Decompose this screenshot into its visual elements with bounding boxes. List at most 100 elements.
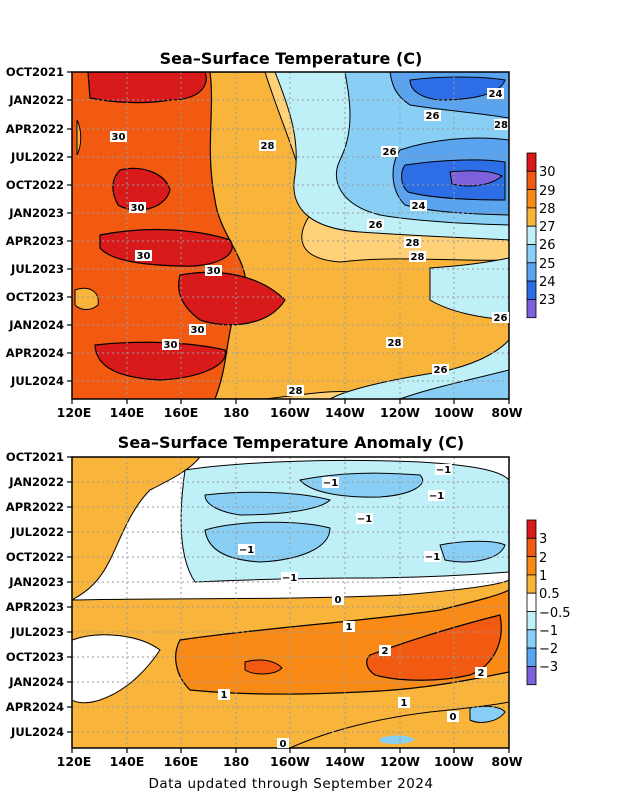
anomaly-colorbar-swatch: [526, 592, 537, 612]
sst-contour-label: 24: [410, 200, 427, 212]
anomaly-x-tick: 180: [223, 754, 249, 769]
anomaly-y-axis: OCT2021 JAN2022 APR2022 JUL2022 OCT2022 …: [6, 450, 72, 739]
anomaly-x-tick: 160W: [270, 754, 310, 769]
sst-contour-label: 26: [367, 219, 384, 231]
sst-colorbar-swatch: [526, 189, 537, 209]
svg-text:−1: −1: [357, 514, 372, 525]
svg-text:1: 1: [221, 690, 228, 701]
anomaly-colorbar-swatch: [526, 574, 537, 594]
sst-region-30d: [178, 271, 286, 326]
sst-contour-label: 28: [386, 337, 403, 349]
sst-x-tick: 120W: [380, 405, 420, 420]
anomaly-colorbar-swatch: [526, 666, 537, 686]
sst-contour-label: 26: [424, 110, 441, 122]
anomaly-contour-label: 2: [379, 645, 391, 657]
anomaly-y-tick: OCT2023: [6, 650, 64, 664]
sst-contour-label: 28: [404, 237, 421, 249]
anomaly-colorbar: [526, 519, 537, 686]
anomaly-contour-label: −1: [424, 551, 441, 563]
anomaly-contour-label: 1: [343, 621, 355, 633]
sst-contour-labels: 30 30 30 30 30 30 28 28 28 28 28 26 26 2…: [110, 88, 509, 397]
anomaly-x-tick: 100W: [434, 754, 474, 769]
sst-contour-label: 30: [135, 250, 152, 262]
sst-title: Sea–Surface Temperature (C): [160, 49, 423, 68]
sst-x-axis: 120E 140E 160E 180 160W 140W 120W 100W 8…: [57, 399, 523, 420]
sst-colorbar-swatch: [526, 262, 537, 282]
anomaly-x-tick: 120E: [57, 754, 92, 769]
svg-text:0: 0: [335, 595, 342, 606]
anomaly-contour-label: 1: [398, 697, 410, 709]
sst-x-tick: 100W: [434, 405, 474, 420]
anomaly-y-tick: OCT2022: [6, 550, 64, 564]
anomaly-region-neutral-west: [72, 634, 161, 704]
svg-text:0: 0: [450, 712, 457, 723]
svg-text:28: 28: [261, 141, 275, 152]
anomaly-colorbar-tick: 3: [539, 532, 547, 547]
sst-colorbar-tick: 28: [539, 202, 556, 217]
svg-text:30: 30: [131, 203, 145, 214]
sst-region-30e: [94, 341, 227, 381]
sst-y-tick: OCT2023: [6, 290, 64, 304]
anomaly-grid: [72, 457, 509, 748]
sst-panel: Sea–Surface Temperature (C): [6, 49, 556, 420]
sst-y-tick: JAN2024: [8, 318, 64, 332]
svg-text:−1: −1: [323, 478, 338, 489]
anomaly-x-tick: 80W: [491, 754, 522, 769]
anomaly-y-tick: JAN2023: [8, 575, 64, 589]
anomaly-y-tick: APR2023: [6, 600, 64, 614]
anomaly-contour-labels: −1 −1 −1 −1 −1 −1 −1 0 1 2 2 1 1 0 0: [218, 464, 487, 750]
sst-contour-label: 30: [129, 202, 146, 214]
sst-colorbar-swatch: [526, 225, 537, 245]
sst-contour-label: 26: [381, 146, 398, 158]
sst-y-tick: JUL2023: [10, 262, 64, 276]
sst-colorbar-tick: 30: [539, 165, 556, 180]
svg-text:−1: −1: [436, 465, 451, 476]
sst-y-tick: JAN2023: [8, 206, 64, 220]
sst-colorbar-tick: 23: [539, 293, 556, 308]
sst-colorbar-tick: 25: [539, 257, 556, 272]
anomaly-colorbar-swatch: [526, 611, 537, 631]
sst-contour-label: 28: [494, 119, 508, 131]
svg-text:1: 1: [401, 698, 408, 709]
sst-y-tick: OCT2022: [6, 178, 64, 192]
anomaly-contour-label: 0: [332, 594, 344, 606]
anomaly-contour-label: −1: [356, 513, 373, 525]
sst-y-tick: APR2023: [6, 234, 64, 248]
svg-text:28: 28: [411, 252, 425, 263]
sst-y-tick: APR2024: [6, 346, 64, 360]
sst-colorbar-tick: 27: [539, 220, 556, 235]
anomaly-x-tick: 160E: [164, 754, 199, 769]
sst-colorbar: [526, 152, 537, 319]
anomaly-x-tick: 140E: [110, 754, 145, 769]
sst-colorbar-swatch: [526, 280, 537, 300]
sst-y-tick: APR2022: [6, 122, 64, 136]
sst-contour-label: 24: [487, 88, 504, 100]
svg-text:28: 28: [388, 338, 402, 349]
sst-x-tick: 120E: [57, 405, 92, 420]
svg-text:30: 30: [207, 266, 221, 277]
anomaly-y-tick: JUL2022: [10, 525, 64, 539]
anomaly-contour-label: 0: [447, 711, 459, 723]
svg-text:−1: −1: [239, 545, 254, 556]
sst-x-tick: 160W: [270, 405, 310, 420]
sst-region-22: [449, 170, 503, 187]
svg-text:24: 24: [412, 201, 426, 212]
sst-field: [72, 72, 509, 399]
anomaly-region-2b: [244, 659, 283, 675]
anomaly-contour-label: −1: [238, 544, 255, 556]
sst-contour-label: 30: [110, 131, 127, 143]
sst-contour-label: 30: [189, 324, 206, 336]
anomaly-panel: Sea–Surface Temperature Anomaly (C): [6, 433, 571, 769]
anomaly-contour-label: 0: [277, 738, 289, 750]
sst-contour-label: 30: [162, 339, 179, 351]
anomaly-y-tick: JAN2022: [8, 475, 64, 489]
anomaly-colorbar-swatch: [526, 519, 537, 539]
footer-note: Data updated through September 2024: [148, 776, 433, 792]
anomaly-contour-label: −1: [428, 490, 445, 502]
svg-text:2: 2: [478, 668, 485, 679]
anomaly-x-tick: 120W: [380, 754, 420, 769]
sst-y-tick: OCT2021: [6, 65, 64, 79]
sst-x-tick: 140W: [325, 405, 365, 420]
anomaly-contour-label: 1: [218, 689, 230, 701]
sst-region-30a: [87, 72, 207, 104]
